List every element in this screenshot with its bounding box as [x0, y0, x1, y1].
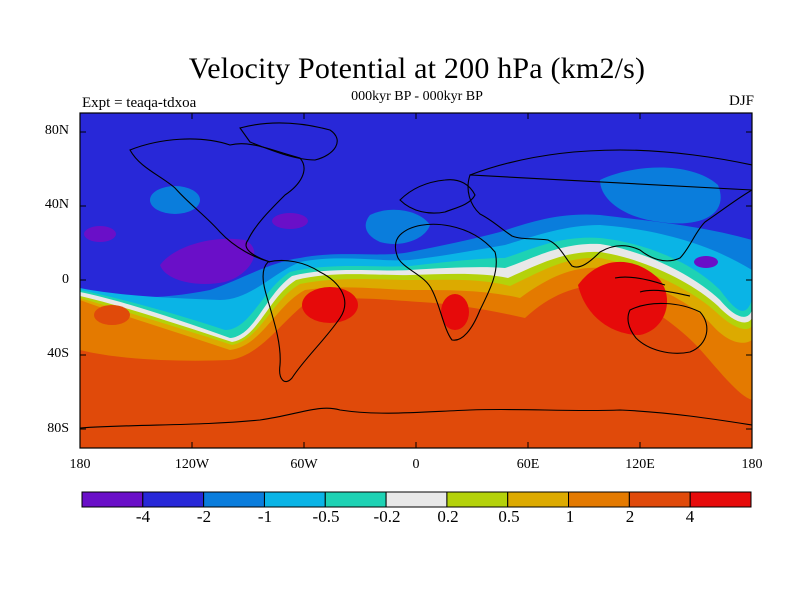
neg-pacific-light	[150, 186, 200, 214]
lon-label-120w: 120W	[174, 457, 210, 472]
colorbar-label: -0.2	[373, 507, 401, 526]
figure-title: Velocity Potential at 200 hPa (km2/s)	[188, 52, 646, 85]
lon-label-120e: 120E	[625, 457, 655, 472]
max-africa	[441, 294, 469, 330]
lat-label-80s: 80S	[47, 421, 69, 436]
min-west-pacific	[694, 256, 718, 268]
colorbar-swatch	[142, 491, 205, 508]
colorbar-label: 0.2	[437, 507, 459, 526]
colorbar-label: 2	[625, 507, 635, 526]
lat-label-equator: 0	[62, 272, 69, 287]
season-label: DJF	[728, 93, 754, 109]
figure-subtitle: 000kyr BP - 000kyr BP	[351, 89, 483, 104]
colorbar-swatch	[385, 491, 448, 508]
lon-label-180-east: 180	[741, 457, 763, 472]
neg-asia-light	[600, 167, 721, 224]
neg-atlantic-light	[365, 209, 430, 245]
colorbar-label: -0.5	[312, 507, 340, 526]
lon-label-60e: 60E	[516, 457, 540, 472]
colorbar-swatch	[446, 491, 509, 508]
colorbar-swatch	[507, 491, 570, 508]
colorbar-swatch	[324, 491, 387, 508]
colorbar-swatch	[263, 491, 326, 508]
lat-label-80n: 80N	[44, 123, 69, 138]
colorbar-label: 1	[565, 507, 575, 526]
colorbar-label: -1	[257, 507, 273, 526]
min-east-pacific	[160, 238, 255, 285]
min-north-atlantic	[272, 213, 308, 229]
colorbar	[81, 491, 752, 508]
coastlines	[80, 122, 752, 429]
lon-label-0: 0	[412, 457, 420, 472]
colorbar-label: 0.5	[498, 507, 520, 526]
colorbar-swatch	[568, 491, 630, 508]
patch-south-pacific	[94, 305, 130, 325]
colorbar-label: -2	[196, 507, 212, 526]
colorbar-swatch	[203, 491, 265, 508]
experiment-label: Expt = teaqa-tdxoa	[82, 95, 197, 111]
max-south-america	[302, 287, 358, 323]
colorbar-swatch	[81, 491, 144, 508]
contour-band-plus2	[80, 285, 752, 448]
colorbar-swatch	[628, 491, 691, 508]
min-central-pacific	[84, 226, 116, 242]
colorbar-label: -4	[135, 507, 151, 526]
colorbar-swatch	[689, 491, 752, 508]
contour-fill-layer	[80, 113, 752, 448]
axis-ticks	[80, 113, 752, 448]
lon-label-60w: 60W	[290, 457, 318, 472]
colorbar-label: 4	[685, 507, 695, 526]
lat-label-40n: 40N	[44, 197, 69, 212]
lon-label-180-west: 180	[69, 457, 91, 472]
max-maritime-continent	[578, 261, 668, 335]
lat-label-40s: 40S	[47, 346, 69, 361]
